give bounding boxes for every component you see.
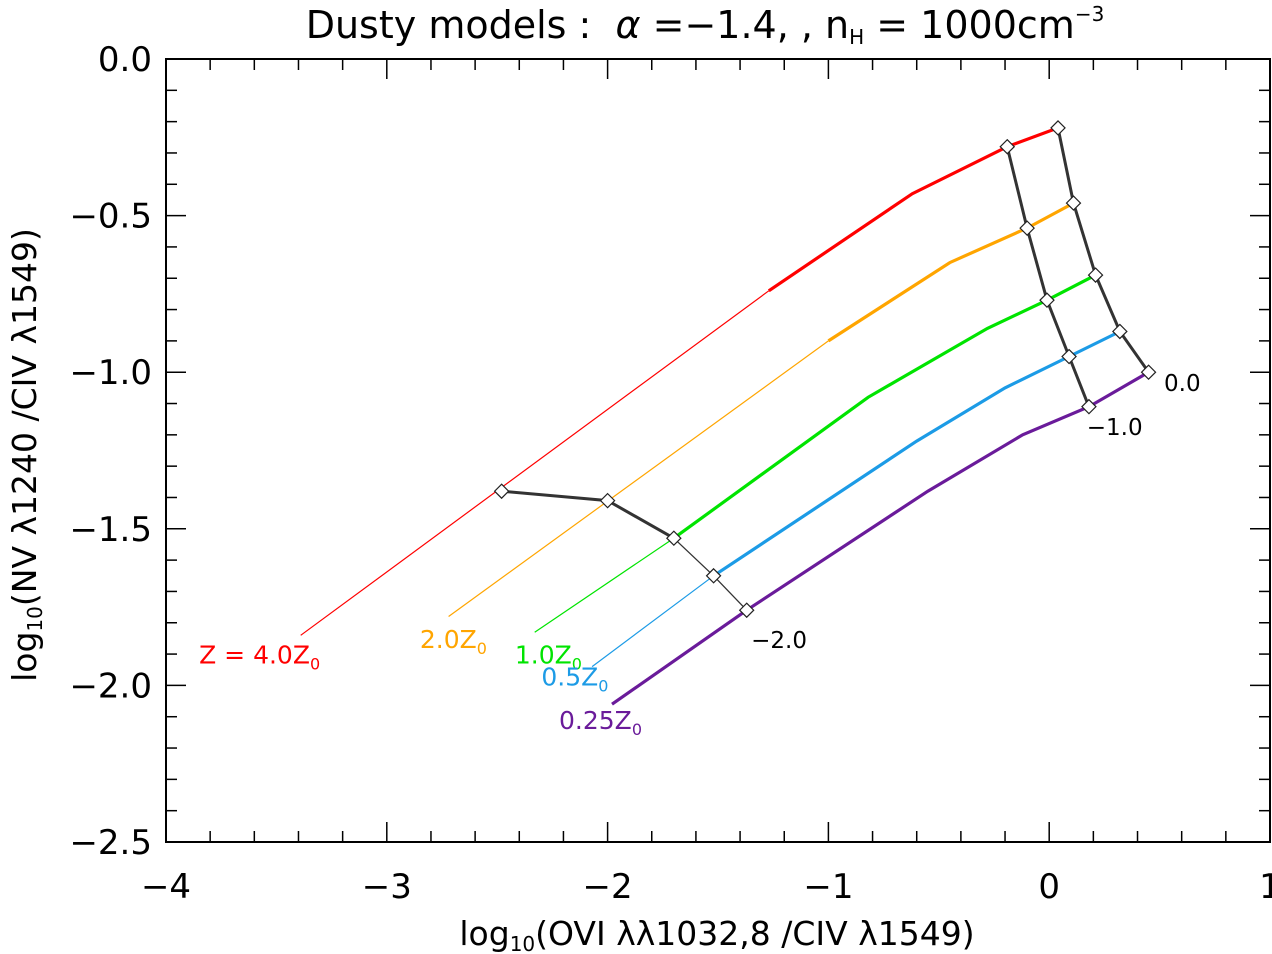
series-line-thin <box>591 575 714 668</box>
series-line <box>712 330 1121 578</box>
x-tick-label: −3 <box>362 867 412 907</box>
diamond-marker <box>665 530 682 547</box>
chart-title: Dusty models : α =−1.4, , nH = 1000cm−3 <box>306 2 1105 49</box>
grid-line-label: −2.0 <box>751 628 807 654</box>
plot-frame <box>165 58 1271 843</box>
diamond-marker <box>1050 120 1066 136</box>
diamond-marker <box>1112 323 1128 340</box>
y-tick-label: −2.0 <box>69 666 152 706</box>
x-tick-label: 0 <box>1038 867 1060 907</box>
series-line-thin <box>448 340 829 617</box>
diamond-marker <box>1061 348 1077 365</box>
x-tick-label: −2 <box>583 867 633 907</box>
series-line <box>611 370 1150 706</box>
plot-area: −4 −3 −2 −1 0 1 0.0 −0.5 −1.0 −1.5 −2.0 −2.5 Z = 4.0… <box>69 40 1272 907</box>
diamond-marker <box>1087 267 1104 283</box>
diamond-marker <box>705 567 722 584</box>
x-axis-label: log10(OVI λλ1032,8 /CIV λ1549) <box>459 914 974 954</box>
series-line <box>767 126 1059 293</box>
diamond-marker <box>493 483 510 500</box>
alpha-symbol: α <box>615 3 640 47</box>
diamond-marker <box>1019 220 1035 236</box>
series-label: 0.5Z0 <box>541 662 608 695</box>
grid-line-label: 0.0 <box>1164 371 1201 397</box>
diamond-marker <box>738 602 755 619</box>
diamond-marker <box>1081 398 1097 415</box>
y-tick-label: −2.5 <box>69 823 152 863</box>
y-axis-label: log10(NV λ1240 /CIV λ1549) <box>5 228 47 682</box>
x-tick-label: −4 <box>141 867 191 907</box>
series-label: Z = 4.0Z0 <box>199 640 320 673</box>
diamond-marker <box>1065 195 1082 211</box>
diamond-marker <box>999 138 1016 155</box>
diamond-marker <box>1039 292 1055 309</box>
y-tick-label: −1.5 <box>69 510 152 550</box>
y-tick-label: 0.0 <box>98 40 152 80</box>
diamond-marker <box>1140 364 1157 381</box>
x-tick-label: −1 <box>803 867 853 907</box>
diamond-marker <box>599 492 616 509</box>
series-line-thin <box>534 537 675 633</box>
y-tick-label: −0.5 <box>69 197 152 237</box>
model-grid-line <box>501 489 675 540</box>
series-line-thin <box>300 290 770 636</box>
series-label: 1.0Z0 <box>515 640 582 673</box>
series-label: 0.25Z0 <box>559 706 642 739</box>
x-tick-label: 1 <box>1259 867 1272 907</box>
y-tick-label: −1.0 <box>69 353 152 393</box>
model-grid-line <box>1056 127 1150 374</box>
grid-line-label: −1.0 <box>1087 415 1143 441</box>
series-label: 2.0Z0 <box>420 625 487 658</box>
series-line <box>672 273 1097 540</box>
series-line <box>827 201 1075 343</box>
